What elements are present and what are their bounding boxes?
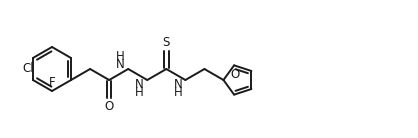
Text: N: N (135, 78, 144, 91)
Text: O: O (104, 100, 114, 113)
Text: H: H (135, 86, 144, 99)
Text: F: F (48, 75, 55, 88)
Text: N: N (173, 78, 182, 91)
Text: S: S (163, 36, 170, 49)
Text: H: H (173, 86, 182, 99)
Text: H: H (116, 50, 125, 63)
Text: Cl: Cl (22, 62, 34, 75)
Text: O: O (230, 68, 240, 81)
Text: N: N (116, 58, 125, 71)
